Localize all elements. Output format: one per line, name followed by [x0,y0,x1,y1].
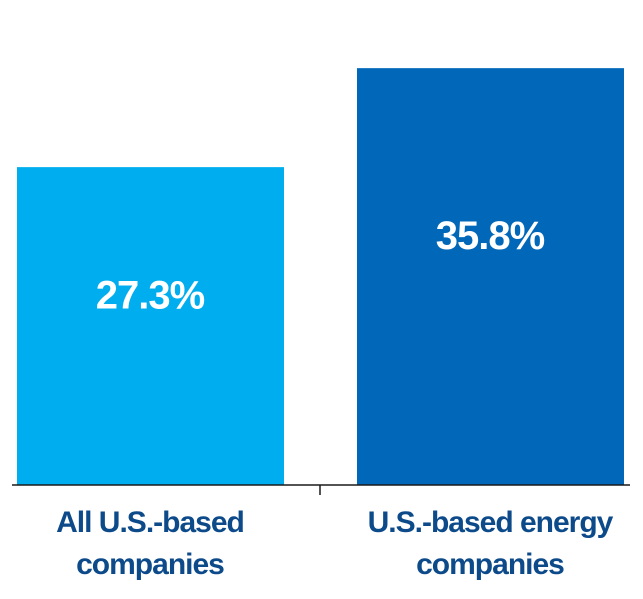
bar-1 [17,167,284,485]
bar-value-label-1: 27.3% [96,273,205,317]
bars-group [17,68,624,485]
value-labels-group: 27.3% 35.8% [96,214,546,317]
category-label-2-line-1: U.S.-based energy [368,506,614,539]
category-label-1-line-2: companies [76,548,224,581]
bar-2 [357,68,624,485]
category-label-2-line-2: companies [416,548,564,581]
bar-value-label-2: 35.8% [436,214,545,258]
category-label-1-line-1: All U.S.-based [56,506,244,539]
category-labels-group: All U.S.-based companies U.S.-based energy… [56,506,615,581]
